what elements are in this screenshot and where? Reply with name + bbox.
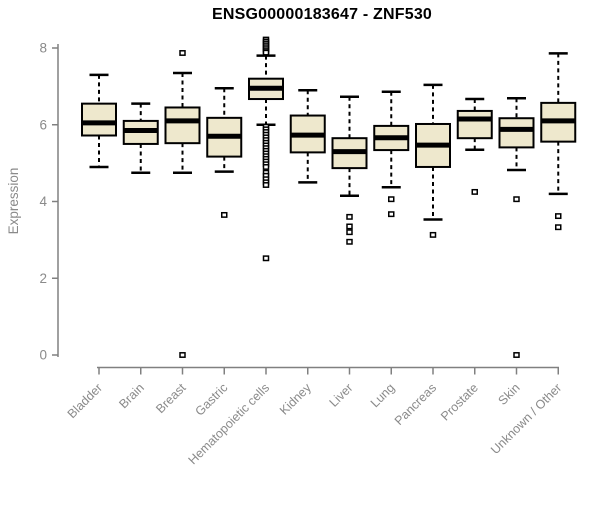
x-category-label: Lung [368,381,398,411]
x-category-label: Unknown / Other [488,381,564,457]
outlier-point [429,231,437,238]
x-category-label: Gastric [192,381,230,419]
outlier-point [262,164,270,170]
y-axis-title: Expression [6,167,21,235]
outlier-point [388,211,395,218]
x-category-label: Breast [153,380,189,416]
boxplot-prostate [456,97,493,195]
x-category-label: Pancreas [392,381,439,428]
iqr-box [164,106,201,145]
boxplot-pancreas [415,83,451,238]
outlier-point [513,352,520,358]
outlier-point [388,196,395,203]
y-tick-label: 2 [39,271,47,286]
x-category-label: Brain [116,381,147,412]
iqr-box [498,117,535,149]
outlier-point [262,49,270,56]
y-tick-label: 0 [39,348,47,363]
x-category-label: Hematopoietic cells [186,381,273,468]
boxplot-unknown-other [540,52,577,231]
outlier-point [221,211,228,218]
outlier-point [262,255,270,262]
outlier-point [346,213,353,220]
outlier-point [513,196,520,203]
y-tick-label: 8 [39,41,47,56]
x-category-label: Kidney [277,380,314,417]
outlier-point [346,223,353,230]
boxplot-liver [331,95,368,245]
outlier-point [555,224,562,231]
boxplot-kidney [289,88,326,184]
y-tick-label: 4 [39,194,47,209]
boxplot-lung [373,90,410,218]
outlier-point [179,50,186,56]
outlier-point [346,238,353,245]
x-category-label: Liver [327,381,356,410]
outlier-point [262,182,270,188]
outlier-point [346,229,353,236]
boxplot-gastric [206,87,243,218]
iqr-box [81,102,117,137]
x-category-label: Skin [496,381,523,408]
outlier-point [179,352,186,358]
x-category-label: Prostate [438,381,481,424]
y-tick-label: 6 [39,117,47,132]
chart-title: ENSG00000183647 - ZNF530 [211,6,433,23]
outlier-point [471,188,478,195]
x-category-label: Bladder [65,381,105,421]
iqr-box [456,109,493,140]
boxplot-breast [164,50,201,358]
boxplot-brain [122,102,159,174]
boxplot-hematopoietic-cells [248,36,284,262]
boxplot-skin [498,97,535,358]
outlier-point [555,213,562,220]
boxplot-bladder [81,73,117,169]
